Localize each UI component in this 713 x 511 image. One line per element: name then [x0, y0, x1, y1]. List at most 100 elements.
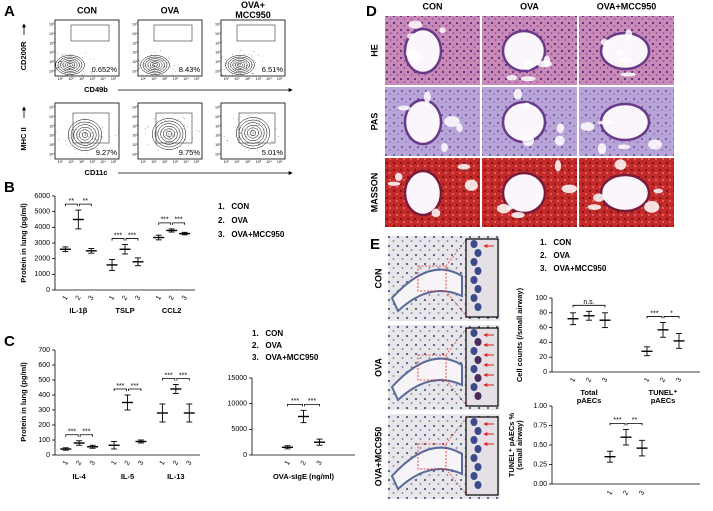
- group-label: 3: [181, 295, 189, 302]
- flow-contour: [62, 59, 78, 71]
- flow-event: [199, 130, 200, 132]
- flow-tick-label: 10⁵: [215, 106, 221, 110]
- flow-event: [264, 124, 265, 126]
- flow-contour: [67, 119, 103, 151]
- significance-label: ***: [116, 383, 124, 390]
- inset: [465, 416, 499, 496]
- cell-nucleus: [474, 374, 482, 382]
- group-label: 1: [159, 460, 167, 467]
- flow-event: [249, 114, 251, 116]
- group-label: 3: [316, 460, 324, 467]
- flow-event: [86, 148, 87, 150]
- group-label: 3: [134, 295, 142, 302]
- flow-event: [262, 125, 264, 126]
- flow-event: [91, 147, 93, 149]
- flow-event: [64, 140, 66, 142]
- significance-label: ***: [613, 417, 621, 424]
- alveolus: [464, 179, 478, 191]
- flow-event: [164, 139, 166, 140]
- alveolus: [587, 204, 601, 210]
- region-box: [417, 443, 447, 470]
- flow-event: [89, 58, 91, 60]
- significance-bracket: [125, 238, 139, 241]
- significance-bracket: [176, 378, 190, 381]
- flow-tick-label: 10³: [90, 160, 96, 164]
- flow-tick-label: 10⁴: [215, 32, 221, 36]
- category-label: CCL2: [162, 306, 182, 315]
- group-label: 1: [108, 295, 116, 302]
- flow-event: [76, 153, 77, 154]
- airway-lumen: [501, 29, 547, 73]
- y-axis-label: TUNEL⁺ pAECs %(small airway): [507, 412, 524, 477]
- flow-event: [235, 65, 237, 66]
- category-label: Total pAECs: [577, 388, 602, 405]
- flow-event: [221, 74, 223, 76]
- flow-contour: [151, 118, 187, 150]
- flow-tick-label: 10¹: [215, 60, 221, 64]
- flow-event: [251, 131, 253, 132]
- flow-contour: [140, 55, 170, 75]
- y-tick-label: 100: [535, 295, 547, 302]
- flow-tick-label: 10³: [132, 124, 138, 128]
- alveolus: [513, 88, 523, 100]
- flow-y-label: CD200R: [19, 41, 28, 70]
- flow-event: [57, 52, 59, 54]
- flow-percent: 9.27%: [96, 148, 118, 157]
- flow-tick-label: 10³: [256, 160, 262, 164]
- y-tick-label: 0: [243, 452, 247, 459]
- flow-percent: 5.01%: [262, 148, 284, 157]
- y-tick-label: 6000: [34, 193, 50, 200]
- flow-event: [60, 61, 62, 62]
- alveolus: [394, 172, 403, 181]
- flow-event: [69, 54, 71, 56]
- flow-tick-label: 10²: [245, 160, 251, 164]
- flow-event: [184, 118, 186, 119]
- flow-event: [231, 54, 233, 56]
- flow-tick-label: 10⁵: [277, 77, 283, 81]
- flow-event: [70, 145, 71, 147]
- flow-event: [255, 118, 257, 120]
- significance-label: n.s.: [583, 299, 594, 306]
- region-link: [445, 290, 467, 317]
- flow-column-header: OVA: [161, 5, 180, 15]
- flow-event: [173, 134, 174, 136]
- flow-event: [143, 64, 144, 66]
- panel-letter: D: [366, 3, 377, 20]
- flow-event: [252, 132, 254, 133]
- group-label: 3: [638, 490, 646, 497]
- flow-event: [92, 136, 93, 138]
- flow-event: [163, 137, 165, 139]
- significance-bracket: [79, 434, 93, 437]
- flow-event: [225, 74, 226, 76]
- y-tick-label: 300: [38, 407, 50, 414]
- flow-event: [63, 65, 65, 67]
- flow-tick-label: 10³: [173, 77, 179, 81]
- flow-tick-label: 10¹: [68, 77, 74, 81]
- alveolus: [406, 33, 417, 40]
- flow-tick-label: 10⁵: [277, 160, 283, 164]
- flow-event: [143, 69, 145, 71]
- flow-event: [58, 138, 60, 140]
- flow-contour: [157, 123, 181, 145]
- cell-nucleus: [474, 285, 482, 293]
- flow-event: [78, 136, 80, 138]
- flow-event: [169, 58, 170, 60]
- y-tick-label: 0: [46, 287, 50, 294]
- flow-event: [258, 125, 260, 127]
- flow-tick-label: 10⁰: [132, 152, 138, 156]
- airway-lumen: [403, 27, 443, 75]
- flow-tick-label: 10¹: [215, 143, 221, 147]
- flow-event: [253, 51, 255, 52]
- group-label: 1: [606, 490, 614, 497]
- significance-label: ***: [161, 217, 169, 224]
- histology-column-header: OVA+MCC950: [597, 1, 657, 11]
- flow-event: [167, 62, 169, 64]
- alveolus: [408, 20, 423, 29]
- legend-entry: 1. CON: [540, 238, 571, 247]
- alveolus: [597, 143, 607, 155]
- cell-nucleus: [470, 365, 478, 373]
- flow-tick-label: 10¹: [151, 160, 157, 164]
- alveolus: [511, 212, 525, 219]
- region-link: [445, 239, 467, 267]
- significance-bracket: [111, 238, 125, 241]
